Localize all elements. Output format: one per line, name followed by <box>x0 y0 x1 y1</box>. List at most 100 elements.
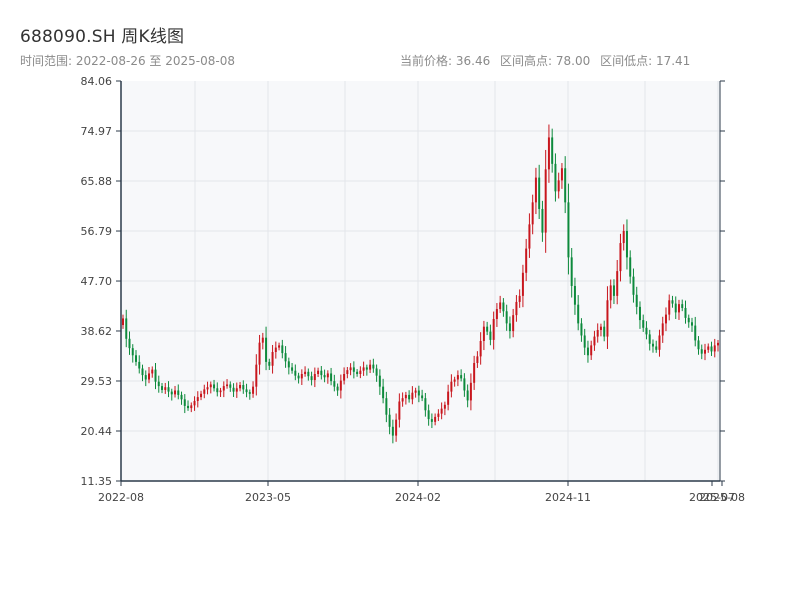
candle-body <box>372 364 375 369</box>
candle-body <box>138 361 141 369</box>
candle-body <box>317 370 320 374</box>
candle <box>391 419 394 444</box>
candle-body <box>658 335 661 350</box>
candle-body <box>297 375 300 379</box>
y-tick-label: 65.88 <box>81 175 113 188</box>
candle <box>261 332 264 350</box>
candle-body <box>463 378 466 391</box>
x-tick-label: 2024-02 <box>395 491 441 504</box>
candle <box>596 323 599 343</box>
candle <box>560 163 563 189</box>
candle <box>508 316 511 339</box>
candle-body <box>460 375 463 379</box>
candle <box>170 388 173 401</box>
candle <box>183 394 186 414</box>
candle-body <box>216 388 219 393</box>
x-tick-label: 2023-05 <box>245 491 291 504</box>
candle-body <box>534 177 537 203</box>
candle-body <box>502 302 505 312</box>
candle-body <box>697 340 700 350</box>
candle-body <box>196 397 199 401</box>
candle <box>255 354 258 396</box>
candle-body <box>508 323 511 332</box>
candle <box>694 316 697 347</box>
candle <box>414 387 417 398</box>
candle <box>300 369 303 386</box>
candle <box>411 386 414 405</box>
candle <box>362 361 365 376</box>
candle <box>463 373 466 397</box>
candle-body <box>655 346 658 350</box>
candle-body <box>489 331 492 340</box>
candle-body <box>554 163 557 192</box>
candle <box>567 183 570 275</box>
candle <box>352 361 355 379</box>
y-axis-labels: 11.35 20.44 29.53 38.62 47.70 56.79 65.88 74.97… <box>81 75 113 488</box>
candle <box>154 362 157 390</box>
x-tick-label: 2024-11 <box>545 491 591 504</box>
candle-body <box>284 353 287 362</box>
candle <box>346 366 349 379</box>
candle-body <box>261 337 264 343</box>
candle-body <box>473 362 476 383</box>
candle-body <box>599 326 602 330</box>
candle <box>258 334 261 375</box>
candle-body <box>710 346 713 352</box>
candle-body <box>378 375 381 387</box>
candle-body <box>125 318 128 339</box>
candle <box>265 326 268 371</box>
candle-body <box>161 386 164 390</box>
candle-body <box>521 272 524 296</box>
candle <box>375 364 378 382</box>
candle <box>528 213 531 258</box>
candle <box>385 391 388 423</box>
candle-body <box>645 327 648 335</box>
candle-body <box>352 367 355 372</box>
candle <box>476 351 479 368</box>
candle-body <box>622 230 625 244</box>
candle-body <box>278 345 281 348</box>
candle-body <box>492 318 495 340</box>
candle <box>336 383 339 396</box>
candle-body <box>629 257 632 277</box>
candle-body <box>596 329 599 337</box>
candle <box>518 289 521 308</box>
candle-body <box>482 326 485 341</box>
candle-body <box>122 318 124 326</box>
candle <box>148 366 151 384</box>
current-price: 当前价格: 36.46 <box>400 54 491 68</box>
candle <box>287 357 290 375</box>
candle <box>313 367 316 388</box>
candle <box>343 367 346 385</box>
candle-body <box>466 390 469 401</box>
candle <box>606 286 609 349</box>
candle-body <box>541 208 544 233</box>
candle <box>551 128 554 173</box>
y-tick-label: 11.35 <box>81 475 113 488</box>
candle <box>677 299 680 320</box>
candle-body <box>190 405 193 409</box>
candle-body <box>206 387 209 390</box>
candle <box>577 295 580 331</box>
candle <box>570 248 573 298</box>
candle-body <box>304 371 307 374</box>
candle <box>235 382 238 398</box>
candle-body <box>512 315 515 332</box>
candle-body <box>151 369 154 374</box>
y-tick-label: 29.53 <box>81 375 113 388</box>
candle <box>593 330 596 351</box>
candle-body <box>625 230 628 258</box>
candle <box>443 401 446 416</box>
candle-body <box>180 394 183 400</box>
candle-body <box>690 322 693 326</box>
candle-body <box>414 390 417 393</box>
candle-body <box>239 385 242 389</box>
candle-body <box>252 386 255 394</box>
candle <box>515 295 518 322</box>
candle-body <box>593 336 596 346</box>
y-tick-label: 74.97 <box>81 125 113 138</box>
candle <box>268 358 271 371</box>
candle <box>180 391 183 405</box>
candle <box>700 344 703 360</box>
candle <box>687 314 690 328</box>
